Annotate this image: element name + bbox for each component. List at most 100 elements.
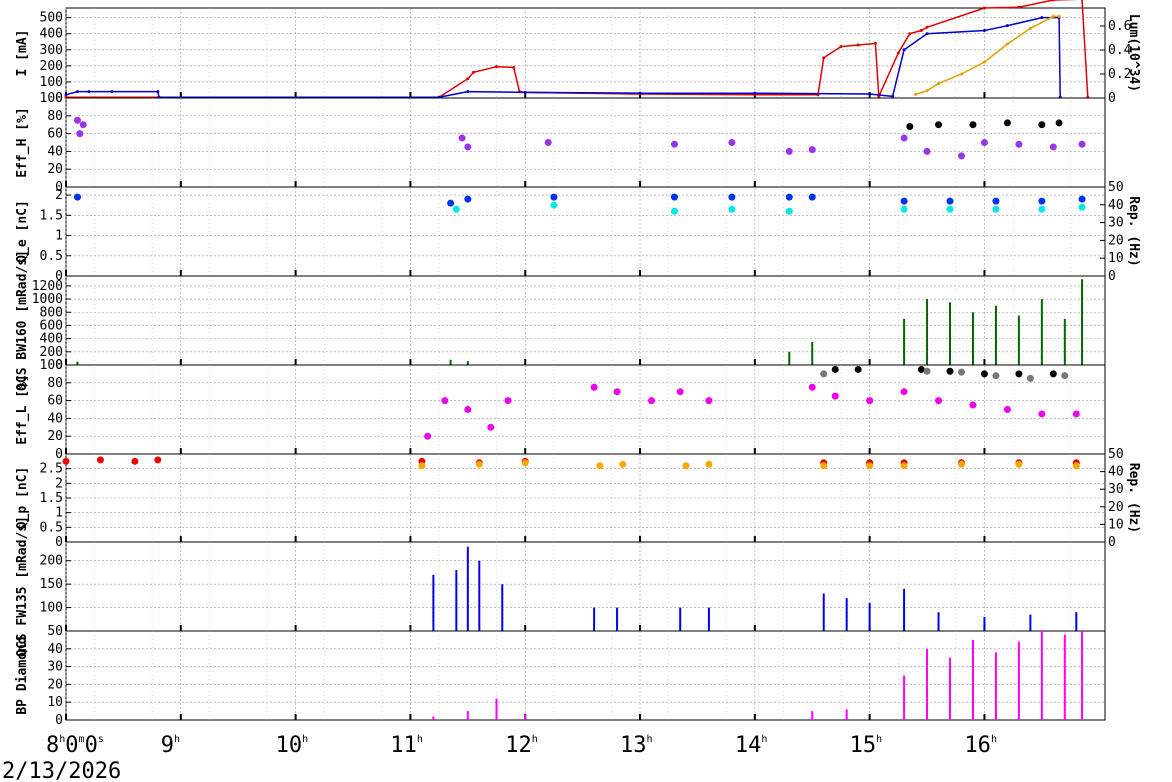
data-point (1040, 16, 1044, 20)
y-tick-label: 300 (40, 43, 63, 58)
panel-frame (65, 453, 1106, 543)
data-point (156, 90, 160, 94)
data-point (619, 460, 627, 468)
data-point (441, 397, 449, 405)
y-tick-label: 400 (40, 27, 63, 42)
data-point (1003, 406, 1011, 413)
data-point (590, 383, 598, 391)
y-tick-label: 1.5 (40, 208, 63, 223)
y-tick-label: 200 (40, 554, 63, 569)
data-point (495, 65, 499, 69)
data-point (937, 82, 941, 86)
time-tick-label: 8h0m0s (46, 733, 104, 758)
data-point (464, 406, 472, 413)
data-bar (811, 341, 814, 365)
data-point (1026, 374, 1034, 382)
data-point (73, 193, 81, 201)
y-right-tick-label: 0.2 (1108, 67, 1131, 82)
data-point (472, 70, 476, 74)
data-point (1028, 26, 1032, 30)
y-tick-label: 30 (47, 660, 63, 675)
data-point (131, 457, 139, 465)
data-point (648, 397, 656, 405)
y-tick-label: 100 (40, 358, 63, 373)
y-tick-label: 0 (55, 269, 63, 284)
time-tick-label: 14h (735, 733, 768, 758)
series-eff_l-0 (424, 383, 1080, 440)
y-right-tick-label: 0 (1108, 91, 1116, 106)
data-point (1038, 410, 1046, 418)
y-tick-label: 40 (47, 144, 63, 159)
time-tick-label: 10h (276, 733, 309, 758)
series-qe-0 (73, 193, 1086, 207)
data-bar (1075, 612, 1078, 631)
data-point (424, 432, 432, 440)
data-point (982, 60, 986, 64)
panel-eff_l: 0 20 40 60 80 100 Eff_L [%] (15, 358, 1106, 462)
y-axis-label: I [mA] (15, 30, 30, 77)
data-point (1072, 462, 1080, 470)
data-point (925, 89, 929, 93)
y-tick-label: 40 (47, 411, 63, 426)
y-axis-right-label: Lum(10^34) (1126, 14, 1141, 92)
series-current-1 (64, 16, 1062, 99)
data-bar (466, 361, 469, 365)
data-point (868, 92, 872, 96)
data-point (447, 199, 455, 207)
data-point (1049, 370, 1057, 378)
data-point (452, 205, 460, 213)
data-bar (501, 584, 504, 631)
y-right-tick-label: 40 (1108, 465, 1124, 480)
data-point (900, 462, 908, 470)
data-bar (616, 607, 619, 631)
data-point (1080, 0, 1084, 1)
series-bw160-0 (76, 279, 1084, 365)
data-point (900, 388, 908, 396)
data-bar (1040, 631, 1043, 720)
series-current-2 (914, 14, 1061, 96)
data-point (992, 197, 1000, 205)
data-point (957, 152, 965, 160)
data-bar (1063, 634, 1066, 720)
data-bar (994, 652, 997, 720)
y-right-tick-label: 0.4 (1108, 43, 1132, 58)
panel-frame (65, 97, 1106, 188)
series-qp-1 (418, 459, 1080, 470)
data-bar (971, 312, 974, 365)
data-point (638, 91, 642, 95)
data-point (1017, 5, 1021, 9)
data-point (1078, 195, 1086, 203)
series-eff_l-2 (820, 367, 1069, 382)
y-right-tick-label: 0 (1108, 269, 1116, 284)
data-bar (1081, 631, 1084, 720)
y-axis-label: Q_p [nC] (15, 467, 30, 530)
data-bar (788, 351, 791, 365)
data-point (923, 147, 931, 155)
data-bar (593, 607, 596, 631)
y-right-tick-label: 20 (1108, 233, 1124, 248)
data-bar (1063, 318, 1066, 365)
y-tick-label: 1 (55, 506, 63, 521)
y-right-tick-label: 50 (1108, 180, 1124, 195)
data-point (154, 456, 162, 464)
data-bar (868, 602, 871, 631)
panel-fw135: 50 100 150 200 QCS FW135 [mRad/s] (15, 516, 1106, 657)
y-tick-label: 20 (47, 677, 63, 692)
y-tick-label: 0 (55, 358, 63, 373)
y-tick-label: 0 (55, 713, 63, 728)
data-point (1072, 410, 1080, 418)
data-point (73, 116, 81, 124)
data-bar (994, 305, 997, 365)
data-bar (432, 574, 435, 631)
data-point (1055, 119, 1063, 127)
data-point (935, 121, 943, 129)
data-point (670, 140, 678, 148)
time-tick-label: 16h (964, 733, 997, 758)
data-point (1005, 24, 1009, 28)
data-bar (707, 607, 710, 631)
data-bar (949, 657, 952, 720)
y-axis-right-label: Rep. (Hz) (1126, 463, 1141, 533)
data-point (946, 197, 954, 205)
data-bar (466, 711, 469, 720)
